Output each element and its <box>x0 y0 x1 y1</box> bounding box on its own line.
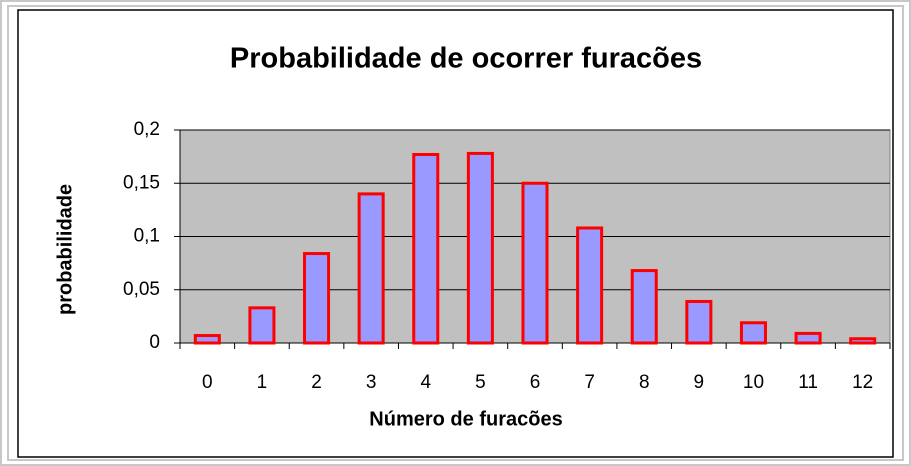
x-tick-label: 5 <box>475 372 486 393</box>
x-tick-label: 4 <box>420 372 431 393</box>
y-axis-label: probabilidade <box>54 184 76 315</box>
x-tick-label: 6 <box>530 372 541 393</box>
bar <box>466 151 494 345</box>
bar <box>303 252 331 345</box>
bar <box>357 192 385 345</box>
x-axis-label: Número de furacões <box>369 408 562 430</box>
x-tick-label: 0 <box>202 372 213 393</box>
bar <box>630 269 658 345</box>
x-tick-label: 12 <box>852 372 873 393</box>
x-tick-label: 11 <box>798 372 818 393</box>
y-axis-label-group: probabilidade <box>54 184 76 315</box>
bar <box>248 306 276 345</box>
bar <box>739 321 767 345</box>
outer-frame <box>7 5 904 461</box>
chart-title: Probabilidade de ocorrer furacões <box>230 43 702 75</box>
x-tick-label: 3 <box>366 372 377 393</box>
y-tick-label: 0,05 <box>123 279 160 300</box>
bar <box>193 334 221 345</box>
x-tick-label: 7 <box>584 372 595 393</box>
y-tick-label: 0 <box>149 332 160 353</box>
bar <box>412 152 440 345</box>
bar <box>794 331 822 345</box>
y-tick-label: 0,2 <box>134 119 160 140</box>
y-tick-label: 0,1 <box>134 226 160 247</box>
bar <box>521 181 549 345</box>
x-tick-label: 2 <box>311 372 322 393</box>
x-tick-label: 10 <box>743 372 764 393</box>
bar <box>685 299 713 345</box>
bar <box>849 337 877 345</box>
y-tick-label: 0,15 <box>123 172 160 193</box>
x-tick-label: 9 <box>694 372 705 393</box>
x-tick-label: 8 <box>639 372 650 393</box>
bar <box>576 226 604 345</box>
x-tick-label: 1 <box>257 372 268 393</box>
